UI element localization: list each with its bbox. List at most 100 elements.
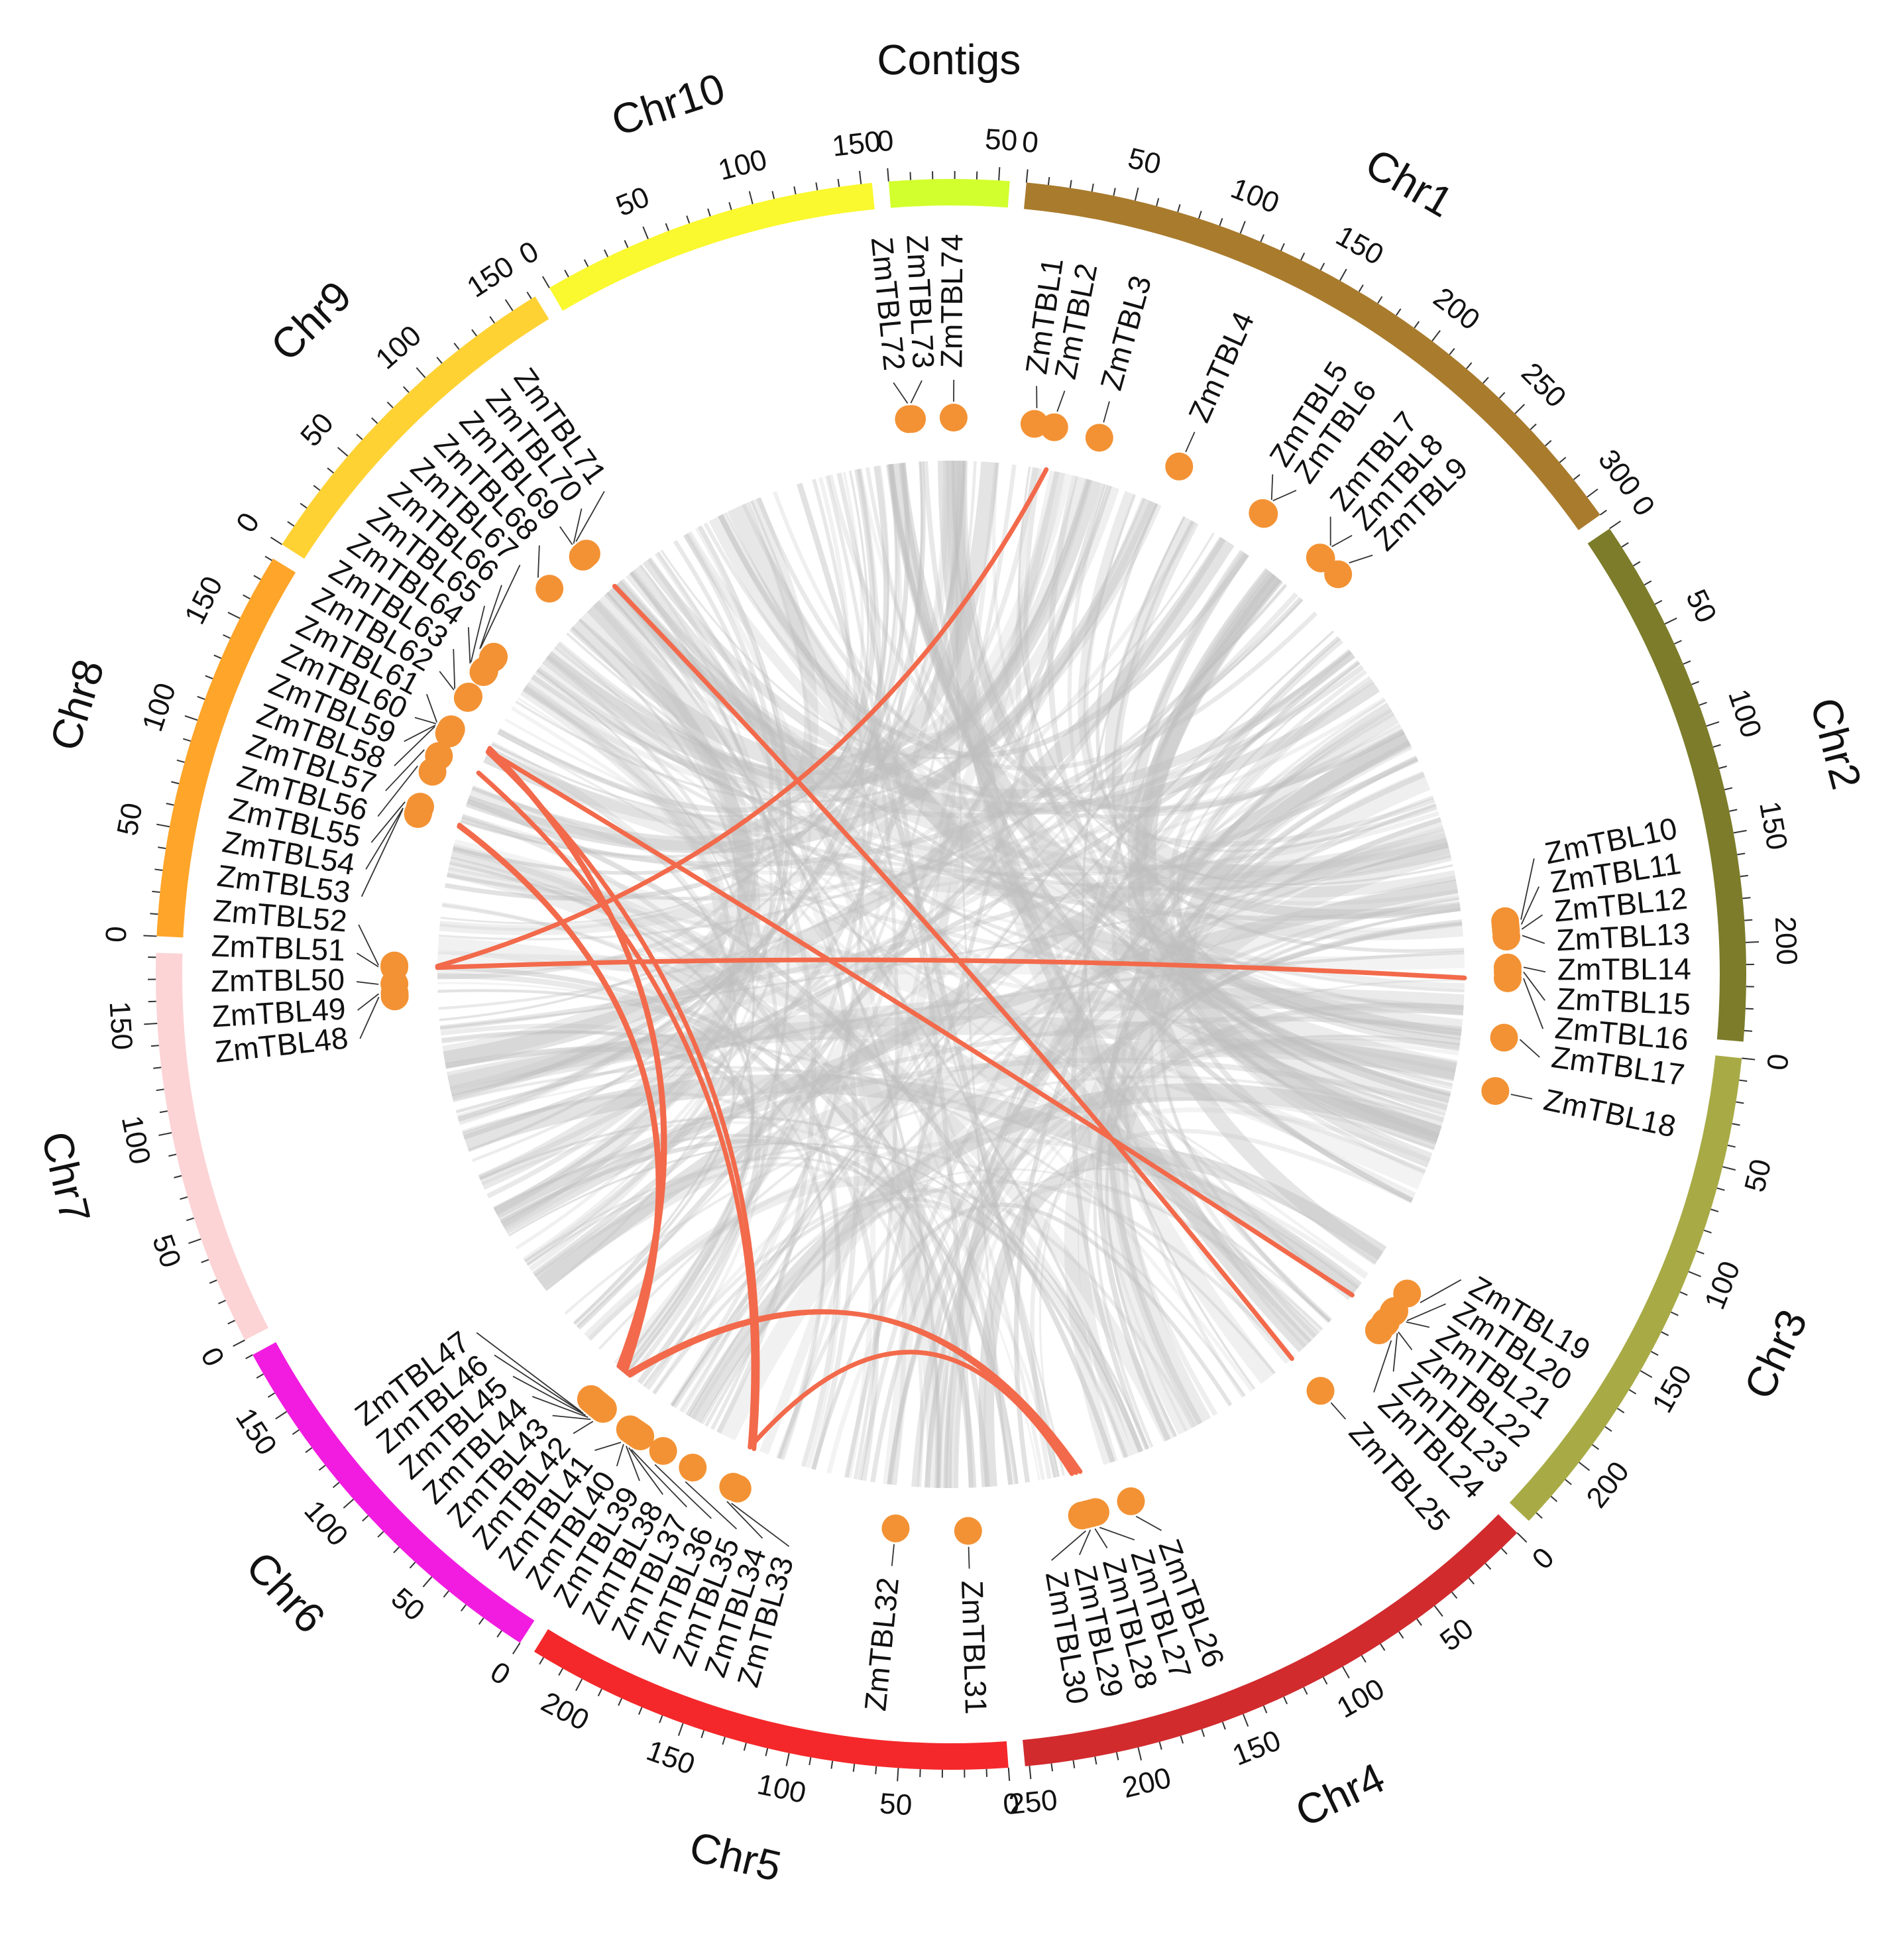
gene-label-leader <box>616 1444 624 1467</box>
synteny-link <box>673 656 1355 1408</box>
minor-tick <box>1559 457 1567 463</box>
synteny-link <box>978 1147 1387 1487</box>
synteny-link <box>537 667 1369 1276</box>
synteny-link <box>515 502 814 1250</box>
synteny-link <box>441 1030 826 1460</box>
gene-marker <box>1117 1487 1145 1515</box>
gene-label-leader <box>1051 1530 1086 1561</box>
chromosome-label: Chr1 <box>1358 139 1461 227</box>
major-tick <box>1688 1271 1701 1277</box>
gene-label: ZmTBL51 <box>211 928 346 967</box>
gene-label-leader <box>573 508 583 544</box>
synteny-link <box>612 580 1380 815</box>
synteny-link <box>451 461 926 1100</box>
tick-label: 150 <box>1228 1724 1285 1772</box>
gene-label-leader <box>377 765 418 817</box>
gene-label-leader <box>575 490 605 542</box>
synteny-link <box>541 479 1101 789</box>
link-zmtbl54-zmtbl44 <box>457 823 662 1374</box>
gene-label-leader <box>370 801 406 843</box>
synteny-link <box>535 670 1451 892</box>
synteny-link <box>1093 897 1459 1448</box>
minor-tick <box>526 291 532 300</box>
chromosome-chr10: 0 50 100 150 Chr10 <box>514 64 883 311</box>
minor-tick <box>1113 188 1116 196</box>
synteny-link <box>1137 568 1451 1113</box>
synteny-link <box>557 461 950 775</box>
gene-marker <box>425 742 453 770</box>
major-tick <box>677 1723 684 1736</box>
chromosome-label: Chr2 <box>1801 693 1871 793</box>
synteny-link <box>890 463 1453 1086</box>
synteny-link <box>1161 795 1434 1324</box>
major-tick <box>1664 617 1677 625</box>
minor-tick <box>1260 234 1265 243</box>
major-tick <box>144 1023 158 1025</box>
synteny-link <box>494 525 792 1216</box>
synteny-link <box>441 1029 765 1395</box>
synteny-link <box>524 1157 1013 1485</box>
gene-label-leader <box>1135 1515 1162 1531</box>
link-zmtbl34-zmtbl30 <box>748 1350 1074 1476</box>
synteny-link <box>490 741 734 1271</box>
chromosome-arc <box>1587 528 1746 1042</box>
synteny-link <box>497 732 1377 1264</box>
synteny-link <box>440 465 890 925</box>
minor-tick <box>403 386 410 393</box>
minor-tick <box>1300 253 1306 260</box>
gene-marker <box>1490 1023 1518 1052</box>
gene-label-leader <box>476 1332 581 1412</box>
synteny-link <box>937 699 1386 1488</box>
synteny-link <box>887 1035 1460 1485</box>
gene-label-leader <box>467 627 471 664</box>
minor-tick <box>461 1604 467 1612</box>
synteny-link <box>1168 638 1460 1051</box>
synteny-link <box>526 1145 1246 1397</box>
synteny-link <box>1095 502 1465 953</box>
gene-label-leader <box>1056 390 1066 412</box>
gene-marker <box>898 405 926 433</box>
minor-tick <box>1644 580 1652 586</box>
synteny-link <box>500 1139 1019 1485</box>
minor-tick <box>1050 1763 1054 1772</box>
minor-tick <box>1671 1311 1679 1316</box>
gene-marker <box>535 575 564 603</box>
tick-label: 150 <box>1646 1359 1699 1418</box>
synteny-link <box>688 579 1282 1417</box>
minor-tick <box>153 1066 162 1069</box>
gene-label-leader <box>1406 1321 1430 1328</box>
chromosome-arc <box>252 1342 535 1643</box>
minor-tick <box>166 803 174 806</box>
gene-zmtbl13: ZmTBL13 <box>1492 916 1691 957</box>
minor-tick <box>809 1757 812 1766</box>
synteny-link <box>439 464 897 1021</box>
minor-tick <box>1739 1079 1748 1082</box>
synteny-link <box>1104 516 1451 883</box>
synteny-link <box>440 845 1449 1029</box>
link-zmtbl2-zmtbl52 <box>435 467 1049 969</box>
synteny-link <box>502 685 736 1229</box>
synteny-link <box>827 474 1402 812</box>
chromosome-label: Chr10 <box>606 64 730 144</box>
gene-label-leader <box>1523 971 1545 1001</box>
minor-tick <box>1573 474 1581 481</box>
synteny-link <box>498 728 1437 877</box>
minor-tick <box>300 502 308 509</box>
minor-tick <box>158 846 166 850</box>
synteny-link <box>460 597 1304 868</box>
minor-tick <box>171 781 180 785</box>
minor-tick <box>1691 681 1700 685</box>
tick-label: 150 <box>642 1734 699 1781</box>
synteny-link <box>457 465 889 1122</box>
gene-label-leader <box>1521 914 1543 930</box>
minor-tick <box>256 1373 264 1379</box>
tick-label: 50 <box>111 800 148 838</box>
gene-label-leader <box>893 382 909 404</box>
gene-marker <box>1165 452 1194 481</box>
minor-tick <box>443 1590 449 1598</box>
minor-tick <box>1727 1144 1736 1148</box>
tick-label: 50 <box>612 180 654 223</box>
minor-tick <box>182 738 192 742</box>
major-tick <box>1239 221 1246 234</box>
synteny-link <box>524 473 1072 795</box>
